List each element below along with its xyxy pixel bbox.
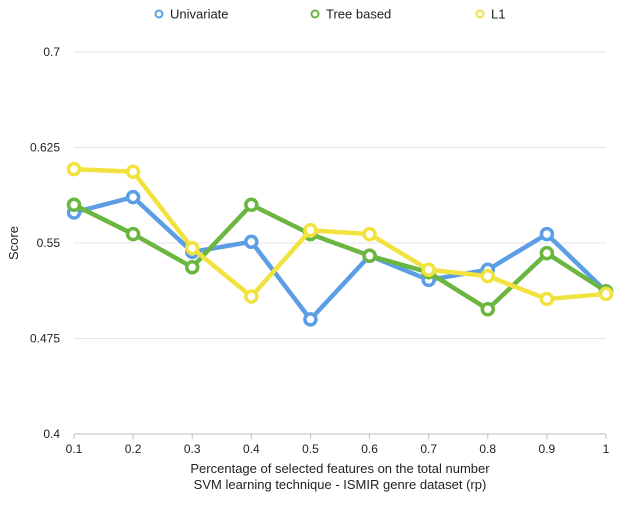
data-point (362, 248, 377, 263)
data-point (362, 226, 377, 242)
x-tick-label: 0.7 (420, 442, 437, 456)
data-point (244, 197, 259, 213)
data-point (244, 234, 259, 249)
data-point (125, 164, 141, 179)
series-lines (66, 161, 614, 327)
series-line (71, 194, 609, 322)
legend: Univariate Tree based L1 (154, 7, 505, 22)
x-tick-label: 0.6 (361, 442, 378, 456)
legend-marker (154, 9, 164, 19)
series-group (66, 189, 614, 327)
data-point (480, 268, 496, 284)
x-tick-label: 0.4 (243, 442, 260, 456)
legend-marker (475, 9, 485, 19)
y-tick-label: 0.55 (37, 236, 61, 250)
series-group (66, 197, 614, 317)
series-line (71, 202, 609, 312)
data-point (480, 301, 496, 317)
series-group (66, 161, 614, 307)
legend-marker (310, 9, 320, 19)
legend-item: L1 (475, 7, 505, 22)
data-point (421, 262, 436, 277)
x-axis-sublabel: SVM learning technique - ISMIR genre dat… (194, 477, 487, 492)
data-point (184, 240, 200, 256)
y-tick-label: 0.475 (30, 332, 60, 346)
data-point (125, 226, 141, 242)
y-axis-label: Score (6, 226, 21, 260)
data-point (66, 197, 82, 213)
x-tick-label: 0.2 (125, 442, 142, 456)
data-point (125, 189, 141, 205)
data-point (539, 226, 555, 242)
axes: 0.4 0.475 0.55 0.625 0.7 0.1 0.2 0.3 0.4 0.5 0.6 0.… (30, 45, 610, 456)
x-tick-label: 1 (603, 442, 610, 456)
y-tick-label: 0.625 (30, 141, 60, 155)
legend-item: Tree based (310, 7, 391, 22)
x-tick-label: 0.3 (184, 442, 201, 456)
data-point (598, 286, 614, 302)
x-tick-label: 0.9 (539, 442, 556, 456)
data-point (244, 289, 259, 304)
legend-label: L1 (491, 7, 505, 22)
x-axis-label: Percentage of selected features on the t… (190, 461, 490, 476)
data-point (184, 259, 200, 275)
data-point (66, 161, 82, 177)
legend-item: Univariate (154, 7, 229, 22)
x-tick-label: 0.5 (302, 442, 319, 456)
data-point (539, 291, 555, 307)
x-tick-label: 0.1 (66, 442, 83, 456)
data-point (539, 245, 555, 261)
y-tick-label: 0.4 (43, 427, 60, 441)
data-point (303, 312, 318, 327)
axis-labels: Percentage of selected features on the t… (6, 226, 490, 492)
legend-label: Univariate (170, 7, 229, 22)
series-line (71, 166, 609, 302)
x-tick-label: 0.8 (479, 442, 496, 456)
data-point (303, 223, 318, 238)
legend-label: Tree based (326, 7, 391, 22)
y-tick-label: 0.7 (43, 45, 60, 59)
